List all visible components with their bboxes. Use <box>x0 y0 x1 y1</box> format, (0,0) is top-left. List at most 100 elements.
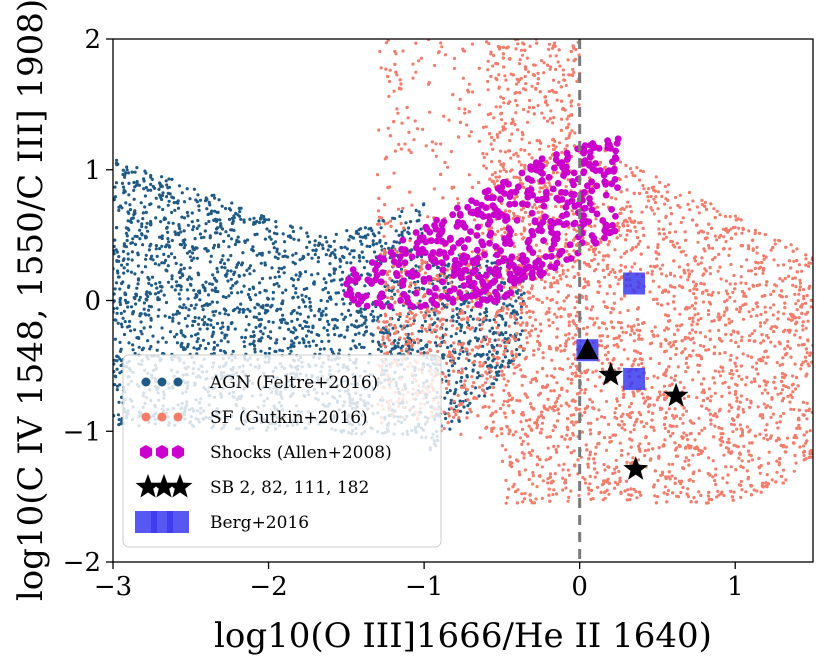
sf-point <box>458 97 462 101</box>
sf-point <box>378 49 382 54</box>
agn-point <box>148 292 152 296</box>
agn-point <box>348 302 352 306</box>
agn-point <box>309 304 313 308</box>
sf-point <box>429 317 433 321</box>
agn-point <box>203 229 207 233</box>
agn-point <box>113 252 116 256</box>
agn-point <box>235 263 239 267</box>
sf-point <box>523 74 527 79</box>
agn-point <box>193 315 197 320</box>
agn-point <box>229 321 233 326</box>
agn-point <box>135 286 139 290</box>
agn-point <box>185 324 189 328</box>
sf-point <box>566 294 571 298</box>
sf-point <box>727 447 731 451</box>
sf-point <box>494 175 498 179</box>
sf-point <box>648 396 652 400</box>
agn-point <box>168 192 172 196</box>
agn-point <box>214 309 218 313</box>
agn-point <box>150 275 155 279</box>
sf-point <box>616 282 620 286</box>
agn-point <box>259 217 263 221</box>
agn-point <box>446 264 450 268</box>
sf-point <box>663 371 667 375</box>
agn-point <box>216 270 220 274</box>
agn-point <box>431 282 435 286</box>
sf-point <box>404 342 408 347</box>
agn-point <box>255 219 259 224</box>
agn-point <box>289 349 293 353</box>
agn-point <box>513 321 517 325</box>
sf-point <box>663 485 667 489</box>
agn-point <box>133 242 138 246</box>
agn-point <box>285 321 289 325</box>
agn-point <box>180 272 184 276</box>
sf-point <box>559 404 563 408</box>
agn-point <box>177 321 181 325</box>
sf-point <box>768 405 773 409</box>
sf-point <box>754 361 759 365</box>
sf-point <box>779 414 783 418</box>
agn-point <box>233 307 237 311</box>
sf-point <box>724 279 729 283</box>
sf-point <box>577 493 581 498</box>
sf-point <box>566 178 570 182</box>
agn-point <box>365 259 369 263</box>
agn-point <box>127 228 131 232</box>
sf-point <box>506 399 510 404</box>
agn-point <box>158 280 162 285</box>
sf-point <box>639 267 643 271</box>
agn-point <box>157 193 162 197</box>
agn-point <box>274 220 278 224</box>
agn-point <box>279 307 283 311</box>
agn-point <box>184 306 188 310</box>
agn-point <box>150 254 154 258</box>
sf-point <box>524 304 529 308</box>
agn-point <box>134 292 138 296</box>
sf-point <box>415 127 419 131</box>
sf-point <box>570 209 574 213</box>
sf-point <box>630 265 634 269</box>
sf-point <box>384 41 388 45</box>
sf-point <box>747 459 751 463</box>
agn-point <box>121 316 125 320</box>
sf-point <box>808 450 812 454</box>
agn-point <box>441 302 445 306</box>
agn-point <box>392 240 396 244</box>
sf-point <box>546 481 550 485</box>
sf-point <box>461 76 465 80</box>
sf-point <box>759 312 763 316</box>
agn-point <box>490 382 494 386</box>
agn-point <box>379 349 383 353</box>
agn-point <box>218 218 222 222</box>
agn-point <box>399 267 404 271</box>
sf-point <box>784 445 788 449</box>
sf-point <box>795 247 799 251</box>
sf-point <box>496 331 500 335</box>
sf-point <box>798 336 802 340</box>
agn-point <box>252 339 256 343</box>
sf-point <box>466 316 470 320</box>
agn-point <box>357 342 362 346</box>
sf-point <box>780 388 785 392</box>
sf-point <box>645 421 649 426</box>
agn-point <box>261 332 265 336</box>
sf-point <box>678 417 682 421</box>
sf-point <box>564 339 569 343</box>
sf-point <box>599 339 603 343</box>
sf-point <box>746 354 750 358</box>
agn-point <box>491 345 495 350</box>
agn-point <box>291 260 295 264</box>
agn-point <box>219 348 223 353</box>
agn-point <box>317 333 321 337</box>
agn-point <box>116 162 120 166</box>
agn-point <box>138 312 142 316</box>
agn-point <box>390 289 394 293</box>
agn-point <box>447 369 451 373</box>
sf-point <box>507 432 511 436</box>
agn-point <box>338 278 342 282</box>
agn-point <box>471 317 475 321</box>
agn-point <box>206 341 211 346</box>
agn-point <box>488 385 492 389</box>
agn-point <box>182 229 186 233</box>
